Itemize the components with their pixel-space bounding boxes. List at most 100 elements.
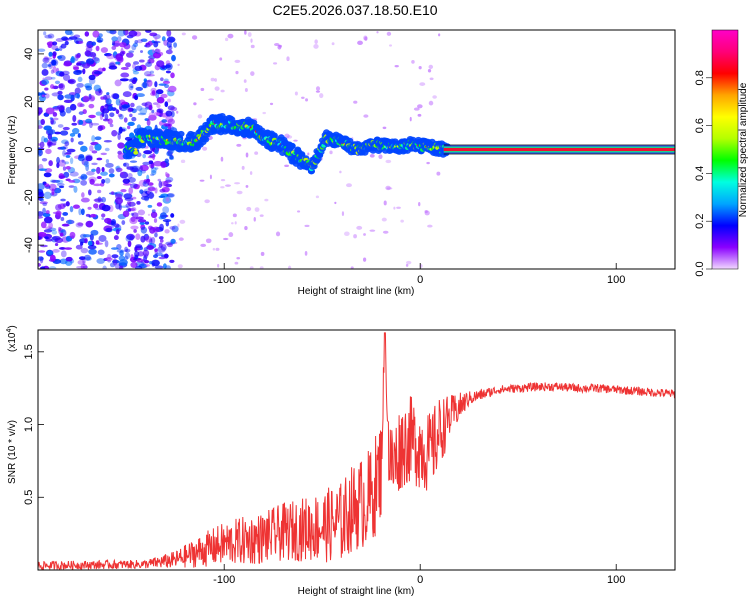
noise-speck — [106, 30, 115, 34]
noise-speck — [100, 171, 108, 176]
noise-speck — [91, 41, 97, 46]
spectrogram-plot-area — [38, 30, 675, 269]
noise-speck — [110, 218, 117, 226]
noise-speck — [51, 188, 55, 196]
noise-speck — [341, 211, 345, 217]
noise-speck — [396, 206, 401, 209]
noise-speck — [44, 87, 49, 91]
noise-speck — [356, 225, 363, 230]
noise-speck — [38, 215, 44, 219]
noise-speck — [165, 64, 171, 69]
noise-speck — [137, 219, 147, 223]
noise-speck — [417, 113, 422, 117]
noise-speck — [82, 174, 88, 180]
noise-speck — [38, 250, 46, 253]
noise-speck — [378, 154, 383, 160]
noise-speck — [260, 251, 265, 256]
noise-speck — [156, 108, 164, 114]
noise-speck — [51, 139, 57, 146]
noise-speck — [44, 76, 53, 81]
noise-speck — [51, 45, 59, 51]
noise-speck — [43, 229, 53, 233]
noise-speck — [259, 266, 264, 269]
spectrogram-panel: -100 0 100 -40 -20 0 20 40 Height of straight … — [7, 29, 676, 297]
noise-speck — [75, 69, 83, 73]
noise-speck — [68, 219, 72, 225]
noise-speck — [363, 35, 368, 41]
noise-speck — [104, 177, 111, 184]
noise-speck — [176, 110, 179, 114]
noise-speck — [38, 262, 41, 267]
snr-x-axis-label: Height of straight line (km) — [298, 586, 415, 597]
noise-speck — [80, 197, 90, 203]
noise-speck — [160, 93, 168, 99]
noise-speck — [56, 182, 65, 187]
noise-speck — [214, 86, 220, 91]
noise-speck — [101, 178, 106, 184]
noise-speck — [163, 180, 169, 187]
noise-speck — [369, 229, 376, 232]
noise-speck — [250, 71, 255, 76]
noise-speck — [85, 164, 89, 172]
noise-speck — [250, 44, 255, 49]
noise-speck — [149, 32, 158, 37]
noise-speck — [111, 191, 115, 195]
noise-speck — [52, 65, 57, 74]
noise-speck — [85, 155, 93, 162]
noise-speck — [168, 156, 175, 161]
noise-speck — [167, 98, 171, 103]
noise-speck — [413, 107, 420, 111]
noise-speck — [59, 146, 67, 150]
signal-blob — [177, 130, 185, 137]
snr-scale-factor: (x104) — [6, 325, 18, 352]
snr-y-tick-label: 1.5 — [23, 344, 35, 359]
noise-speck — [139, 50, 144, 53]
noise-speck — [48, 222, 53, 229]
colorbar-tick-label: 0.6 — [694, 118, 706, 133]
noise-speck — [128, 78, 133, 82]
noise-speck — [241, 165, 245, 170]
noise-speck — [108, 173, 115, 178]
noise-speck — [65, 106, 72, 114]
noise-speck — [121, 220, 126, 226]
noise-speck — [50, 59, 59, 67]
noise-speck — [231, 222, 234, 225]
noise-speck — [165, 171, 168, 177]
noise-speck — [158, 236, 164, 240]
noise-speck — [243, 79, 247, 83]
noise-speck — [139, 107, 148, 115]
noise-speck — [126, 125, 131, 130]
noise-speck — [107, 253, 112, 260]
noise-speck — [75, 244, 83, 250]
noise-speck — [134, 65, 143, 72]
noise-speck — [111, 129, 118, 137]
noise-speck — [111, 247, 119, 250]
noise-speck — [82, 68, 86, 75]
spectrogram-y-tick-label: 40 — [23, 48, 35, 60]
noise-speck — [65, 151, 72, 155]
noise-speck — [63, 203, 67, 207]
noise-speck — [269, 102, 274, 106]
noise-speck — [57, 159, 67, 167]
noise-speck — [88, 176, 97, 183]
noise-speck — [121, 128, 126, 132]
noise-speck — [424, 210, 428, 214]
noise-speck — [125, 248, 131, 253]
noise-speck — [152, 226, 160, 233]
noise-speck — [112, 258, 118, 266]
noise-speck — [159, 212, 167, 220]
noise-speck — [43, 31, 47, 36]
noise-speck — [115, 165, 121, 173]
noise-speck — [154, 248, 158, 252]
noise-speck — [200, 87, 205, 92]
noise-speck — [151, 90, 156, 96]
noise-speck — [165, 70, 171, 74]
noise-speck — [62, 150, 66, 157]
noise-speck — [76, 62, 82, 66]
noise-speck — [135, 86, 144, 91]
noise-speck — [107, 118, 113, 125]
spectrogram-y-tick-label: 20 — [23, 96, 35, 108]
noise-speck — [150, 166, 157, 174]
noise-speck — [50, 69, 54, 74]
noise-speck — [119, 51, 125, 57]
